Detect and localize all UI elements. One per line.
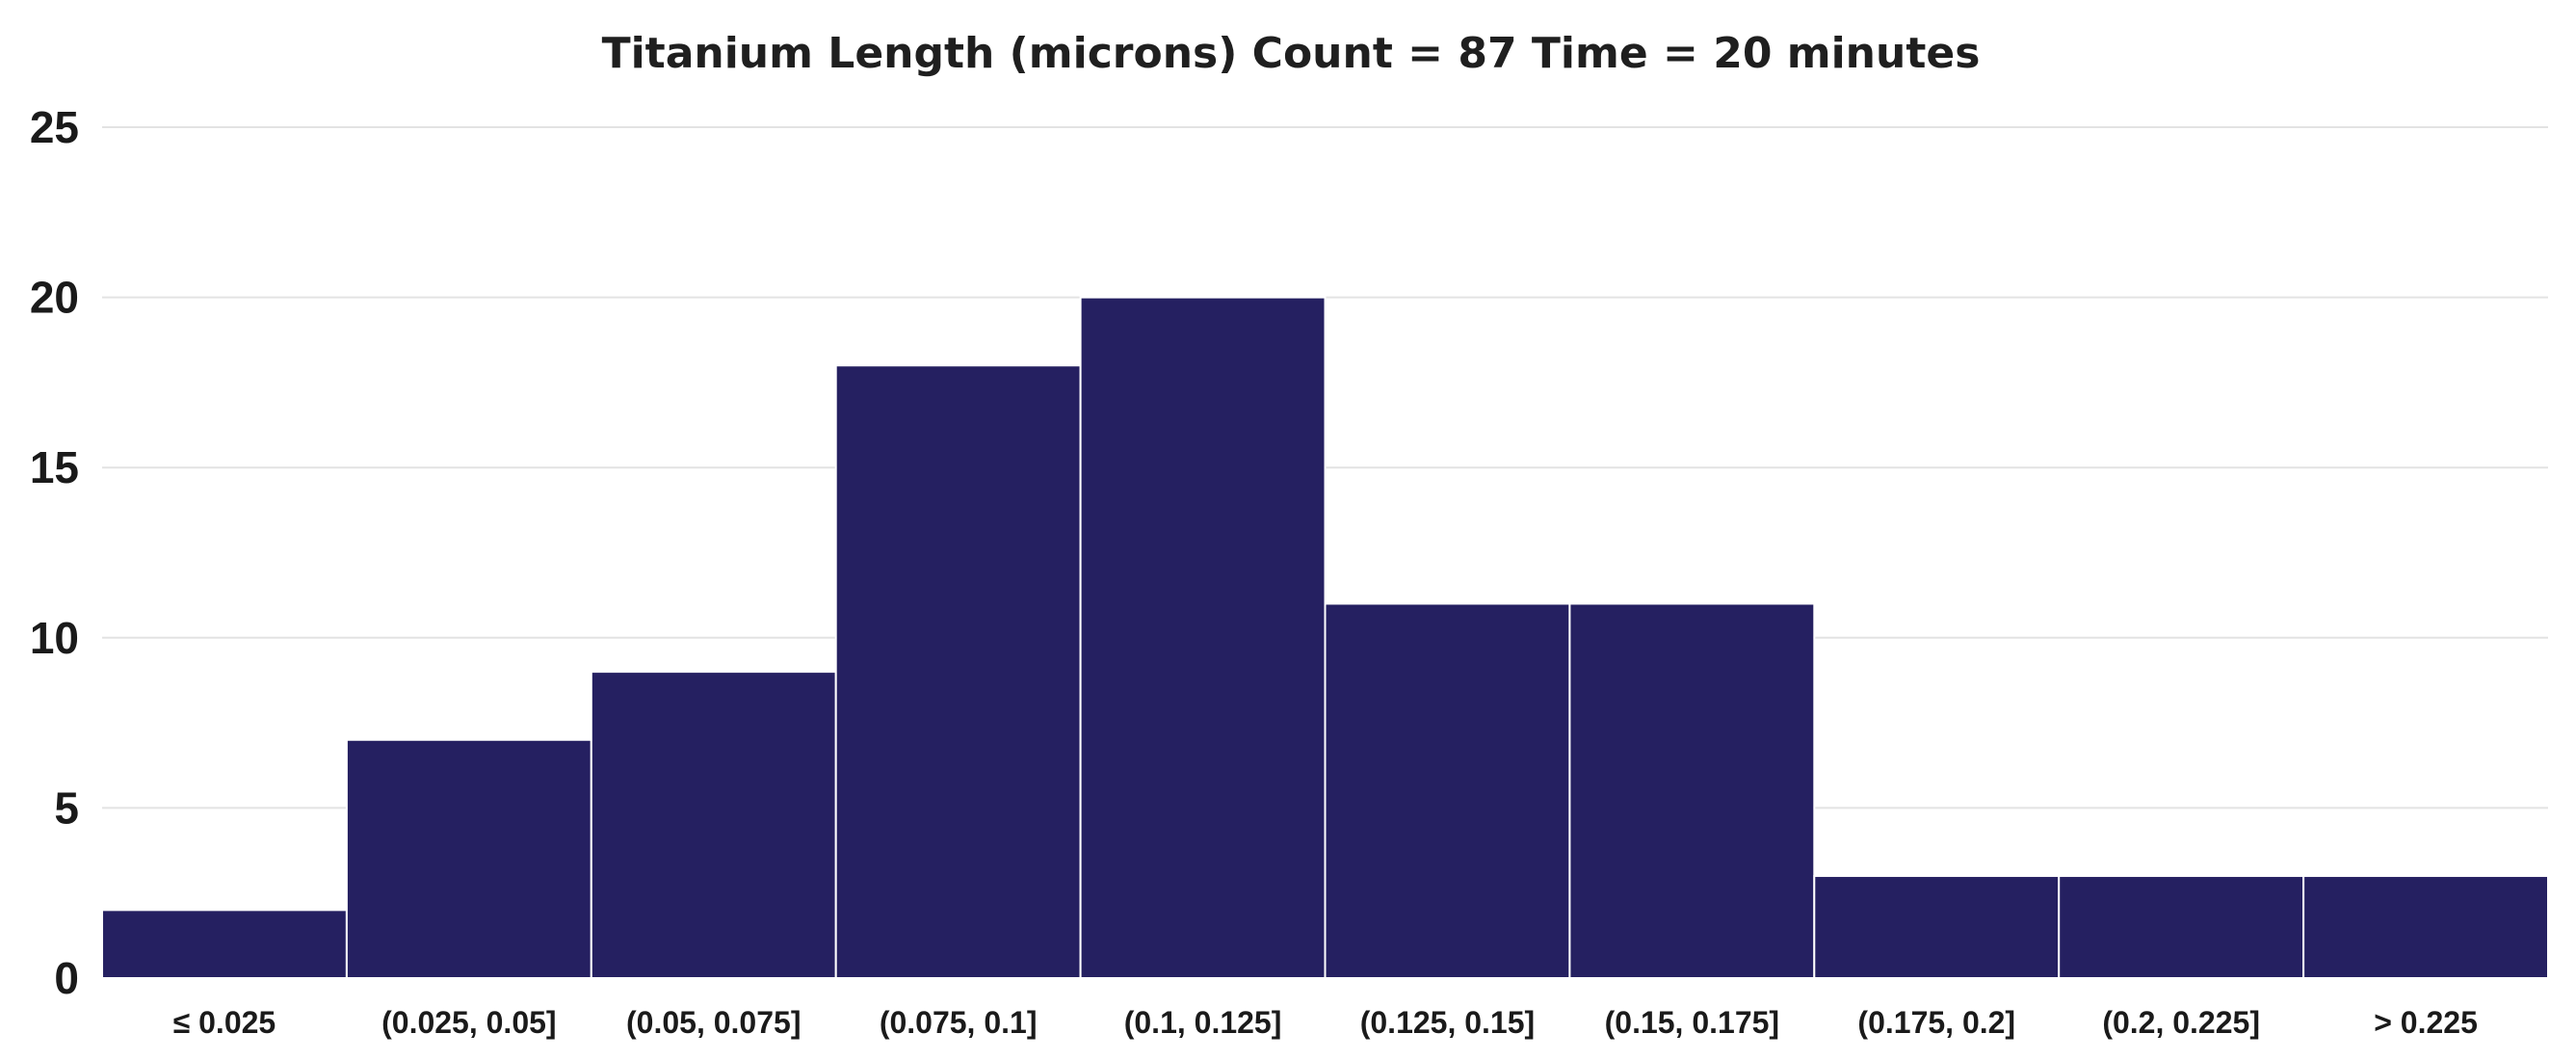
- bar: [2058, 875, 2305, 979]
- y-tick-label: 0: [54, 953, 79, 1003]
- y-axis-ticks: 0 5 10 15 20 25: [30, 102, 79, 1003]
- x-tick-label: (0.1, 0.125]: [1124, 1005, 1282, 1040]
- y-tick-label: 25: [30, 102, 79, 152]
- x-tick-label: (0.2, 0.225]: [2102, 1005, 2260, 1040]
- bar: [2302, 875, 2550, 979]
- bar: [1324, 602, 1571, 979]
- x-tick-label: (0.175, 0.2]: [1857, 1005, 2015, 1040]
- bar: [590, 671, 837, 979]
- x-tick-label: (0.15, 0.175]: [1605, 1005, 1779, 1040]
- bar: [1079, 296, 1327, 980]
- chart-title: Titanium Length (microns) Count = 87 Tim…: [602, 29, 1981, 78]
- x-tick-label: (0.075, 0.1]: [880, 1005, 1038, 1040]
- y-tick-label: 20: [30, 273, 79, 323]
- x-tick-label: > 0.225: [2374, 1005, 2478, 1040]
- x-tick-label: (0.05, 0.075]: [626, 1005, 801, 1040]
- x-tick-label: ≤ 0.025: [173, 1005, 276, 1040]
- x-axis-ticks: ≤ 0.025 (0.025, 0.05] (0.05, 0.075] (0.075,…: [173, 1005, 2478, 1040]
- y-tick-label: 5: [54, 782, 79, 833]
- x-tick-label: (0.125, 0.15]: [1360, 1005, 1535, 1040]
- x-tick-label: (0.025, 0.05]: [381, 1005, 556, 1040]
- bars: [101, 296, 2550, 980]
- bar: [101, 909, 348, 979]
- y-tick-label: 10: [30, 613, 79, 663]
- bar: [1813, 875, 2061, 979]
- bar: [834, 364, 1082, 979]
- bar: [345, 738, 592, 980]
- bar: [1568, 602, 1816, 979]
- y-tick-label: 15: [30, 442, 79, 492]
